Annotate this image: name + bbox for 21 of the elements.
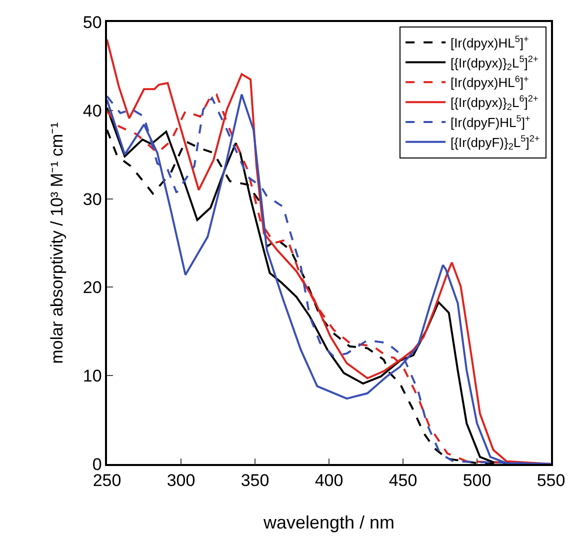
legend-label: [{Ir(dpyx)}$_{2}$L$^{6}$]$^{2+}$ <box>450 94 538 112</box>
x-tick-label: 300 <box>166 471 196 490</box>
y-tick-label: 10 <box>82 366 102 386</box>
y-axis-title: molar absorptivity / 10³ M⁻¹ cm⁻¹ <box>48 122 66 364</box>
y-tick-label: 0 <box>92 454 102 474</box>
x-tick-label: 250 <box>92 471 122 490</box>
legend-label: [Ir(dpyx)HL$^{5}$]$^{+}$ <box>450 34 529 50</box>
x-tick-label: 500 <box>462 471 492 490</box>
x-tick-label: 400 <box>314 471 344 490</box>
x-tick-label: 550 <box>536 471 566 490</box>
x-tick-label: 350 <box>240 471 270 490</box>
legend-label: [{Ir(dpyF)}$_{2}$L$^{5}$]$^{2+}$ <box>450 133 540 152</box>
legend-label: [Ir(dpyx)HL$^{6}$]$^{+}$ <box>450 74 529 90</box>
y-tick-label: 30 <box>82 190 102 209</box>
x-tick-label: 450 <box>388 471 418 490</box>
y-tick-label: 40 <box>82 101 102 120</box>
y-tick-label: 20 <box>82 278 102 298</box>
x-axis-title: wavelength / nm <box>262 512 395 532</box>
legend-label: [{Ir(dpyx)}$_{2}$L$^{5}$]$^{2+}$ <box>450 54 538 72</box>
y-tick-label: 50 <box>82 12 102 32</box>
legend-label: [Ir(dpyF)HL$^{5}$]$^{+}$ <box>450 114 530 130</box>
